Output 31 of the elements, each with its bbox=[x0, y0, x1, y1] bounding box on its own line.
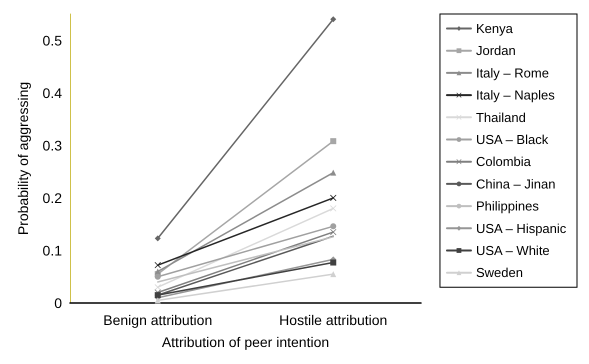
point bbox=[154, 274, 161, 280]
point bbox=[154, 235, 161, 242]
legend-label: Jordan bbox=[476, 43, 516, 58]
legend-label: Colombia bbox=[476, 154, 532, 170]
x-axis-title: Attribution of peer intention bbox=[162, 334, 330, 350]
y-tick-label: 0.2 bbox=[42, 190, 62, 206]
legend-label: Italy – Rome bbox=[476, 65, 549, 80]
legend-label: Philippines bbox=[476, 198, 540, 214]
point bbox=[330, 138, 336, 144]
y-tick-label: 0.5 bbox=[42, 32, 62, 48]
y-axis-title: Probability of aggressing bbox=[15, 82, 31, 236]
y-tick-label: 0.4 bbox=[42, 84, 62, 101]
point bbox=[154, 292, 161, 298]
legend-label: Kenya bbox=[476, 21, 514, 36]
legend-label: Italy – Naples bbox=[476, 88, 556, 103]
x-tick-label: Hostile attribution bbox=[279, 312, 388, 328]
legend-label: USA – Black bbox=[476, 132, 549, 147]
legend-label: Sweden bbox=[476, 265, 523, 280]
point bbox=[154, 284, 161, 290]
legend-label: USA – Hispanic bbox=[476, 220, 567, 236]
point bbox=[330, 260, 336, 266]
y-tick-label: 0.1 bbox=[42, 242, 62, 258]
point bbox=[154, 262, 161, 268]
x-tick-label: Benign attribution bbox=[103, 312, 212, 328]
y-tick-label: 0 bbox=[54, 295, 62, 311]
legend-label: China – Jinan bbox=[476, 176, 556, 192]
y-tick-label: 0.3 bbox=[42, 137, 62, 154]
point bbox=[330, 16, 336, 22]
legend-label: USA – White bbox=[476, 243, 550, 258]
point bbox=[330, 223, 336, 230]
legend-label: Thailand bbox=[476, 110, 526, 125]
